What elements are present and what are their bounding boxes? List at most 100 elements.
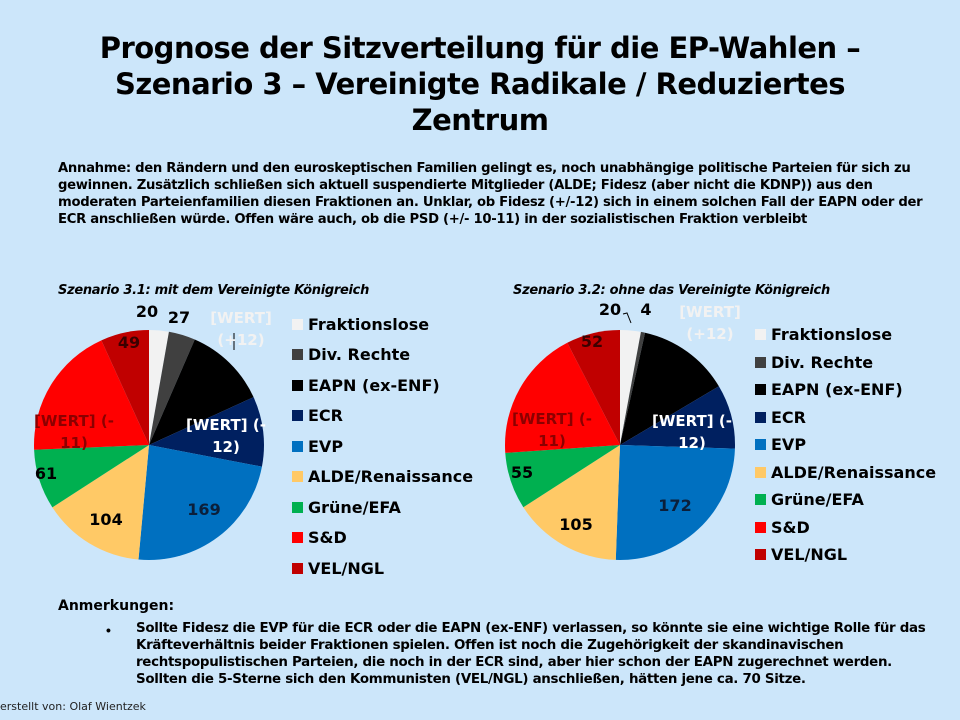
data-label: 104: [89, 510, 122, 529]
legend-swatch: [755, 356, 766, 368]
legend-item: ECR: [292, 401, 473, 432]
chart-1-title: Szenario 3.1: mit dem Vereinigte Königre…: [58, 283, 370, 298]
legend-swatch: [292, 562, 303, 574]
pie-slice-gr-ne-efa: [505, 445, 620, 508]
legend-label: VEL/NGL: [308, 558, 385, 578]
legend-swatch: [292, 532, 303, 544]
data-label: 169: [187, 500, 220, 519]
legend-label: Div. Rechte: [308, 345, 411, 365]
legend-label: Grüne/EFA: [771, 490, 864, 510]
legend-swatch: [755, 466, 766, 478]
data-label: [WERT] (-11): [34, 412, 114, 452]
notes-bullet: •: [106, 622, 111, 638]
legend-item: Fraktionslose: [292, 309, 473, 340]
legend-label: EVP: [771, 435, 807, 455]
legend-label: EAPN (ex-ENF): [308, 375, 440, 395]
legend-swatch: [755, 549, 766, 561]
leader-line: [622, 312, 632, 324]
pie-slice-gr-ne-efa: [34, 445, 149, 508]
pie-slice-evp: [138, 445, 262, 560]
pie-chart-1: 20 27 [WERT] (+12) [WERT] (-12) 169 104 61 [WERT…: [34, 302, 272, 560]
legend-item: ALDE/Renaissance: [755, 459, 936, 487]
pie-slice-fraktionslose: [149, 330, 169, 445]
legend-item: EAPN (ex-ENF): [292, 370, 473, 401]
pie-slice-div-rechte: [149, 331, 195, 445]
legend-item: EVP: [755, 431, 936, 459]
legend-label: Div. Rechte: [771, 352, 874, 372]
legend-label: ECR: [771, 407, 806, 427]
pie-slice-ecr: [149, 397, 264, 467]
legend-2: Fraktionslose Div. Rechte EAPN (ex-ENF) ECR…: [755, 321, 936, 569]
legend-item: Div. Rechte: [292, 340, 473, 371]
legend-item: Grüne/EFA: [755, 486, 936, 514]
data-label: 49: [118, 333, 140, 352]
pie-slice-vel-ngl: [567, 330, 620, 445]
legend-swatch: [755, 329, 766, 341]
legend-label: Grüne/EFA: [308, 497, 401, 517]
data-label: 55: [511, 463, 533, 482]
slide-title: Prognose der Sitzverteilung für die EP-W…: [99, 31, 861, 137]
legend-swatch: [755, 439, 766, 451]
data-label: 27: [168, 308, 190, 327]
pie-slice-s-d: [505, 342, 620, 453]
legend-item: VEL/NGL: [292, 553, 473, 584]
legend-label: ECR: [308, 406, 343, 426]
notes-heading: Anmerkungen:: [58, 598, 175, 614]
data-label: [WERT] (+12): [679, 303, 741, 343]
data-label: 4: [640, 300, 651, 319]
legend-swatch: [755, 384, 766, 396]
legend-swatch: [292, 410, 303, 422]
pie-slice-eapn-ex-enf-: [620, 332, 719, 445]
legend-swatch: [292, 471, 303, 483]
data-label: [WERT] (+12): [210, 309, 272, 349]
pie-slice-alde-renaissance: [523, 445, 620, 560]
legend-item: S&D: [292, 523, 473, 554]
legend-label: ALDE/Renaissance: [771, 462, 937, 482]
data-label: [WERT] (-11): [512, 410, 592, 450]
data-label: 105: [559, 515, 592, 534]
legend-swatch: [292, 501, 303, 513]
legend-label: ALDE/Renaissance: [308, 467, 474, 487]
legend-swatch: [755, 521, 766, 533]
legend-label: Fraktionslose: [308, 314, 430, 334]
data-label: 20: [136, 302, 158, 321]
pie-slice-evp: [615, 445, 735, 560]
pie-slice-fraktionslose: [620, 330, 641, 445]
data-label: [WERT] (-12): [186, 416, 266, 456]
pie-slice-eapn-ex-enf-: [149, 339, 254, 445]
data-label: 52: [581, 332, 603, 351]
legend-item: S&D: [755, 514, 936, 542]
legend-item: ECR: [755, 404, 936, 432]
data-label: 61: [35, 464, 57, 483]
chart-2-title: Szenario 3.2: ohne das Vereinigte Königr…: [513, 283, 830, 298]
legend-item: Div. Rechte: [755, 349, 936, 377]
data-label: [WERT] (-12): [652, 412, 732, 452]
legend-item: Fraktionslose: [755, 321, 936, 349]
pie-slice-vel-ngl: [101, 330, 149, 445]
pie-slice-s-d: [34, 340, 149, 450]
legend-swatch: [292, 318, 303, 330]
legend-swatch: [292, 379, 303, 391]
data-label: 172: [658, 496, 691, 515]
legend-swatch: [755, 411, 766, 423]
legend-item: EVP: [292, 431, 473, 462]
pie-slice-alde-renaissance: [52, 445, 150, 560]
legend-swatch: [292, 349, 303, 361]
notes-text: Sollte Fidesz die EVP für die ECR oder d…: [136, 621, 926, 687]
legend-label: EVP: [308, 436, 344, 456]
pie-chart-2: 20 4 [WERT] (+12) [WERT] (-12) 172 105 55 [WERT]…: [505, 300, 741, 560]
assumption-text: Annahme: den Rändern und den euroskeptis…: [58, 161, 923, 227]
legend-item: EAPN (ex-ENF): [755, 376, 936, 404]
legend-item: ALDE/Renaissance: [292, 462, 473, 493]
legend-label: EAPN (ex-ENF): [771, 380, 903, 400]
legend-label: S&D: [771, 517, 810, 537]
pie-slice-ecr: [620, 386, 735, 449]
legend-label: VEL/NGL: [771, 545, 848, 565]
legend-swatch: [292, 440, 303, 452]
legend-label: S&D: [308, 528, 347, 548]
legend-swatch: [755, 494, 766, 506]
legend-item: Grüne/EFA: [292, 492, 473, 523]
legend-item: VEL/NGL: [755, 541, 936, 569]
pie-slice-div-rechte: [620, 331, 646, 445]
data-label: 20: [599, 300, 621, 319]
